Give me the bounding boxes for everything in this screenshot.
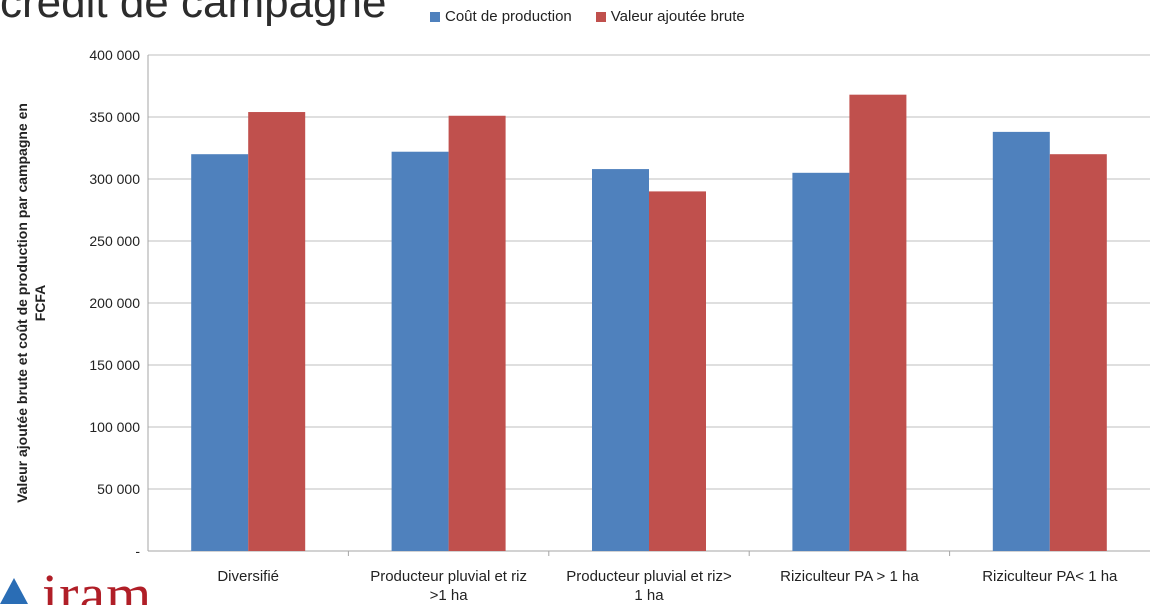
bar-2-0 <box>248 112 306 551</box>
x-category-label-line-3-0: Riziculteur PA > 1 ha <box>780 568 919 585</box>
y-tick-label-8: 400 000 <box>89 47 140 63</box>
bar-2-2 <box>649 191 706 551</box>
x-category-label-2: Producteur pluvial et riz> 1 ha <box>566 568 732 604</box>
y-tick-label-6: 300 000 <box>89 171 140 187</box>
slide-title: crédit de campagne <box>0 0 387 27</box>
legend-label-series-2: Valeur ajoutée brute <box>610 8 745 25</box>
x-category-label-line-1-0: Producteur pluvial et riz <box>370 568 527 585</box>
bar-2-4 <box>1049 154 1107 551</box>
x-category-label-line-4-0: Riziculteur PA< 1 ha <box>982 568 1118 585</box>
bar-1-0 <box>191 154 249 551</box>
y-tick-label-4: 200 000 <box>89 295 140 311</box>
legend-label-series-1: Coût de production <box>445 8 572 25</box>
x-category-label-line-2-0: Producteur pluvial et riz> <box>566 568 732 585</box>
iram-logo: iram <box>0 560 230 605</box>
chart-legend: Coût de production Valeur ajoutée brute <box>430 8 745 25</box>
y-axis-title-line-1: FCFA <box>32 285 48 322</box>
y-tick-label-7: 350 000 <box>89 109 140 125</box>
bar-1-1 <box>391 151 449 551</box>
bar-2-1 <box>448 115 506 551</box>
y-tick-label-1: 50 000 <box>97 481 140 497</box>
x-category-label-line-2-1: 1 ha <box>634 587 664 604</box>
y-tick-label-0: - <box>135 543 140 559</box>
y-tick-label-3: 150 000 <box>89 357 140 373</box>
legend-swatch-series-1 <box>430 11 440 22</box>
y-axis-title: Valeur ajoutée brute et coût de producti… <box>14 103 48 503</box>
x-category-label-line-1-1: >1 ha <box>430 587 469 604</box>
x-category-label-line-0-0: Diversifié <box>217 568 279 585</box>
logo-text: iram <box>42 562 153 605</box>
legend-item-series-2: Valeur ajoutée brute <box>595 8 745 25</box>
x-category-label-0: Diversifié <box>217 568 279 585</box>
bar-2-3 <box>849 94 907 552</box>
legend-item-series-1: Coût de production <box>430 8 572 25</box>
bar-1-4 <box>992 131 1050 551</box>
y-tick-label-2: 100 000 <box>89 419 140 435</box>
bar-1-3 <box>792 172 850 552</box>
x-category-label-1: Producteur pluvial et riz >1 ha <box>370 568 527 604</box>
logo-mark-icon <box>0 578 28 604</box>
y-tick-label-5: 250 000 <box>89 233 140 249</box>
x-category-label-4: Riziculteur PA< 1 ha <box>982 568 1118 585</box>
bar-1-2 <box>592 169 649 551</box>
y-axis-title-line-0: Valeur ajoutée brute et coût de producti… <box>14 103 30 503</box>
x-category-label-3: Riziculteur PA > 1 ha <box>780 568 919 585</box>
legend-swatch-series-2 <box>595 11 606 22</box>
